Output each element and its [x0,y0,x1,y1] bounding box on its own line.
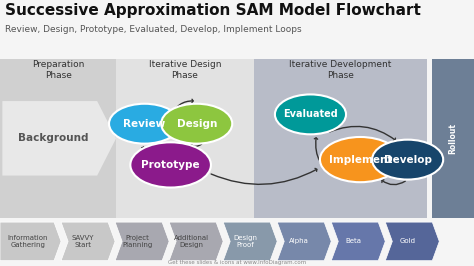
Text: Rollout: Rollout [449,123,457,154]
Polygon shape [0,222,61,261]
Text: Review: Review [123,119,166,129]
Text: Beta: Beta [346,238,361,244]
Text: Gold: Gold [400,238,415,244]
Bar [432,59,474,218]
Circle shape [275,94,346,134]
Text: Alpha: Alpha [289,238,309,244]
Text: Iterative Development
Phase: Iterative Development Phase [289,60,391,80]
Polygon shape [385,222,439,261]
Text: Additional
Design: Additional Design [173,235,209,248]
Text: Iterative Design
Phase: Iterative Design Phase [149,60,221,80]
Text: Preparation
Phase: Preparation Phase [32,60,84,80]
Bar [116,59,254,218]
Text: Implement: Implement [328,155,392,165]
Text: Prototype: Prototype [141,160,200,170]
Text: Project
Planning: Project Planning [122,235,152,248]
Text: Background: Background [18,133,89,143]
Polygon shape [277,222,331,261]
Polygon shape [2,101,116,176]
Text: Get these slides & icons at www.InfoDiagram.com: Get these slides & icons at www.InfoDiag… [168,260,306,265]
Circle shape [109,104,180,144]
Circle shape [372,140,443,180]
Circle shape [130,142,211,188]
Polygon shape [331,222,385,261]
Text: Successive Approximation SAM Model Flowchart: Successive Approximation SAM Model Flowc… [5,3,420,18]
Polygon shape [61,222,115,261]
Text: Information
Gathering: Information Gathering [8,235,48,248]
Text: Review, Design, Prototype, Evaluated, Develop, Implement Loops: Review, Design, Prototype, Evaluated, De… [5,25,301,34]
Circle shape [320,137,401,182]
Polygon shape [223,222,277,261]
Text: SAVVY
Start: SAVVY Start [72,235,94,248]
Text: Evaluated: Evaluated [283,109,338,119]
Bar [0,59,116,218]
Text: Design
Proof: Design Proof [233,235,257,248]
Circle shape [161,104,232,144]
Text: Develop: Develop [383,155,432,165]
Polygon shape [115,222,169,261]
Text: Design: Design [176,119,217,129]
Polygon shape [169,222,223,261]
Bar [254,59,427,218]
